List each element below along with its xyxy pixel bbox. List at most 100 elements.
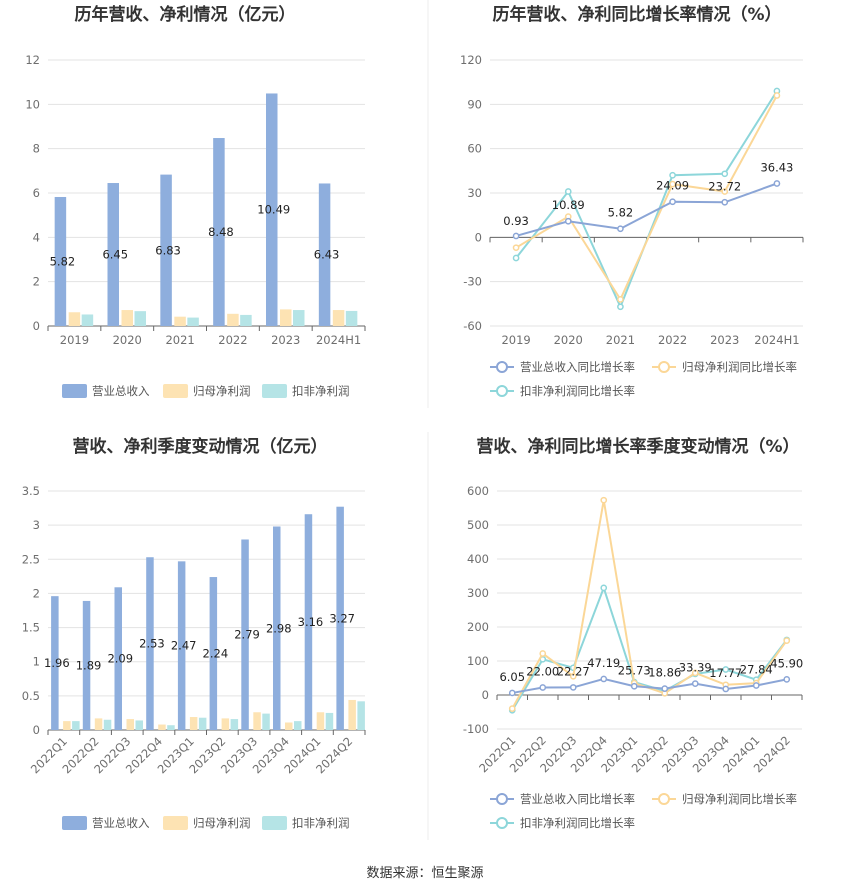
x-tick-label: 2020	[554, 333, 583, 347]
data-label: 23.72	[708, 179, 741, 193]
y-tick-label: 100	[467, 654, 489, 668]
y-tick-label: 0	[482, 688, 489, 702]
bar	[293, 310, 305, 326]
data-point	[617, 225, 624, 233]
y-tick-label: 12	[25, 53, 40, 67]
bar	[294, 721, 302, 730]
chart-title: 历年营收、净利同比增长率情况（%）	[492, 4, 781, 25]
chart-title: 营收、净利季度变动情况（亿元）	[73, 436, 328, 457]
legend-marker	[658, 361, 670, 373]
data-point	[752, 682, 760, 689]
data-label: 22.00	[526, 665, 559, 679]
bar	[114, 587, 122, 730]
x-tick-label: 2021	[606, 333, 635, 347]
data-point	[721, 188, 729, 195]
bar	[177, 561, 186, 730]
data-point	[512, 232, 520, 240]
y-tick-label: 60	[467, 142, 482, 156]
x-tick-label: 2020	[113, 333, 142, 347]
data-point	[661, 685, 669, 692]
data-point	[569, 684, 577, 691]
y-tick-label: 10	[25, 97, 40, 111]
data-label: 10.89	[552, 198, 585, 212]
bar	[126, 719, 134, 730]
bar	[72, 721, 80, 730]
x-tick-label: 2022	[218, 333, 247, 347]
data-label: 22.27	[557, 664, 590, 678]
data-label: 6.05	[499, 670, 525, 684]
legend-label: 营业总收入	[92, 816, 150, 830]
bar	[121, 310, 133, 326]
bar	[318, 183, 331, 326]
x-tick-label: 2023	[271, 333, 300, 347]
bar	[230, 719, 239, 730]
y-tick-label: 6	[33, 186, 40, 200]
legend-label: 归母净利润同比增长率	[682, 792, 797, 806]
y-tick-label: -100	[463, 722, 489, 736]
data-label: 24.09	[656, 179, 689, 193]
legend-label: 营业总收入同比增长率	[520, 792, 635, 806]
legend-label: 营业总收入同比增长率	[520, 360, 635, 374]
legend-swatch	[262, 816, 287, 830]
bar	[94, 718, 103, 730]
data-point	[539, 684, 547, 691]
data-label: 3.27	[329, 611, 355, 625]
legend-label: 归母净利润	[193, 384, 251, 398]
bar	[221, 718, 230, 730]
bar	[187, 317, 199, 326]
legend-label: 扣非净利润	[292, 384, 350, 398]
y-tick-label: 3.5	[22, 484, 40, 498]
bar	[54, 196, 67, 326]
data-label: 6.43	[314, 248, 340, 262]
y-tick-label: 0.5	[22, 689, 40, 703]
legend-label: 扣非净利润同比增长率	[520, 384, 635, 398]
bar	[103, 719, 112, 730]
series-line	[515, 94, 778, 302]
x-tick-label: 2022	[658, 333, 687, 347]
data-label: 36.43	[760, 160, 793, 174]
data-label: 25.73	[618, 663, 651, 677]
legend-swatch	[163, 816, 188, 830]
bar	[266, 93, 278, 326]
data-label: 6.45	[102, 248, 128, 262]
bar	[134, 311, 146, 326]
data-point	[773, 92, 781, 99]
bar	[51, 596, 59, 730]
legend-marker	[496, 385, 508, 397]
y-tick-label: 200	[467, 620, 489, 634]
legend-swatch	[62, 384, 87, 398]
bar	[348, 699, 356, 730]
bar	[174, 316, 186, 326]
y-tick-label: 4	[33, 230, 40, 244]
y-tick-label: 2	[33, 586, 40, 600]
legend-label: 扣非净利润	[292, 816, 350, 830]
bar	[253, 712, 261, 730]
y-tick-label: -30	[463, 275, 482, 289]
data-point	[783, 676, 791, 683]
data-point	[669, 180, 676, 188]
y-tick-label: -60	[463, 319, 482, 333]
bar	[240, 314, 252, 326]
legend-marker	[496, 793, 508, 805]
bar	[325, 712, 334, 730]
chart-1: 历年营收、净利情况（亿元） 0 2 4 6 8 10 12 2019 2020 2021 2022 20…	[25, 4, 366, 398]
series-line	[511, 584, 788, 711]
data-point	[721, 170, 729, 178]
data-point	[512, 244, 520, 252]
data-label: 47.19	[587, 656, 620, 670]
data-label: 1.96	[44, 656, 70, 670]
data-point	[691, 669, 699, 677]
legend-label: 归母净利润	[193, 816, 251, 830]
bar	[227, 313, 239, 326]
bar	[82, 600, 91, 730]
data-label: 2.53	[139, 637, 165, 651]
bar	[160, 174, 172, 326]
y-tick-label: 2	[33, 275, 40, 289]
legend-marker	[496, 817, 508, 829]
bar	[241, 539, 249, 730]
y-tick-label: 0	[33, 723, 40, 737]
data-point	[669, 171, 676, 179]
data-point	[564, 217, 572, 225]
